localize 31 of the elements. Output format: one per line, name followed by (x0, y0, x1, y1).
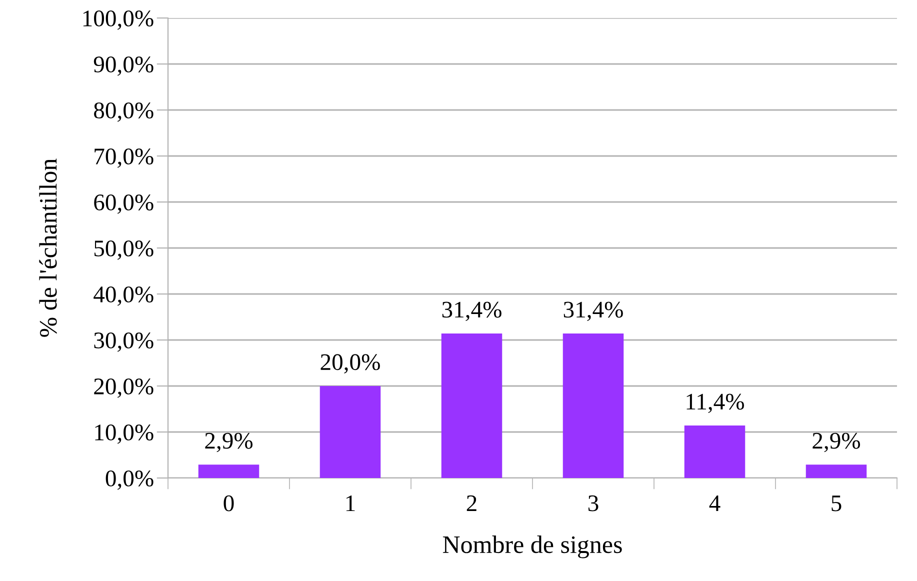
data-label: 2,9% (205, 432, 253, 452)
x-axis-title: Nombre de signes (442, 536, 622, 558)
y-tick-label: 0,0% (106, 470, 154, 490)
data-label: 2,9% (812, 432, 860, 452)
y-tick-label: 10,0% (95, 424, 154, 444)
y-tick-label: 90,0% (94, 56, 154, 76)
x-tick-label: 3 (588, 495, 598, 512)
y-tick-label: 50,0% (94, 240, 154, 260)
data-label: 11,4% (686, 394, 744, 414)
x-tick-label: 2 (466, 495, 476, 512)
x-tick-label: 1 (346, 495, 355, 512)
bar (320, 386, 381, 478)
bar (562, 334, 624, 478)
data-label: 31,4% (442, 302, 502, 322)
bar (441, 334, 502, 478)
y-tick-label: 80,0% (94, 102, 154, 122)
y-tick-label: 60,0% (94, 194, 154, 214)
y-tick-label: 40,0% (94, 286, 154, 306)
y-tick-label: 20,0% (94, 378, 154, 398)
x-tick-label: 4 (709, 496, 720, 512)
y-tick-label: 100,0% (83, 10, 154, 30)
y-axis-title: % de l'échantillon (39, 158, 57, 337)
bar (684, 426, 746, 478)
x-tick-label: 5 (832, 496, 842, 512)
x-tick-label: 0 (224, 495, 234, 512)
data-label: 31,4% (564, 302, 623, 322)
bar (198, 464, 260, 478)
y-tick-label: 30,0% (94, 332, 154, 352)
bar (806, 464, 867, 478)
y-tick-label: 70,0% (94, 148, 154, 168)
data-label: 20,0% (320, 354, 380, 374)
